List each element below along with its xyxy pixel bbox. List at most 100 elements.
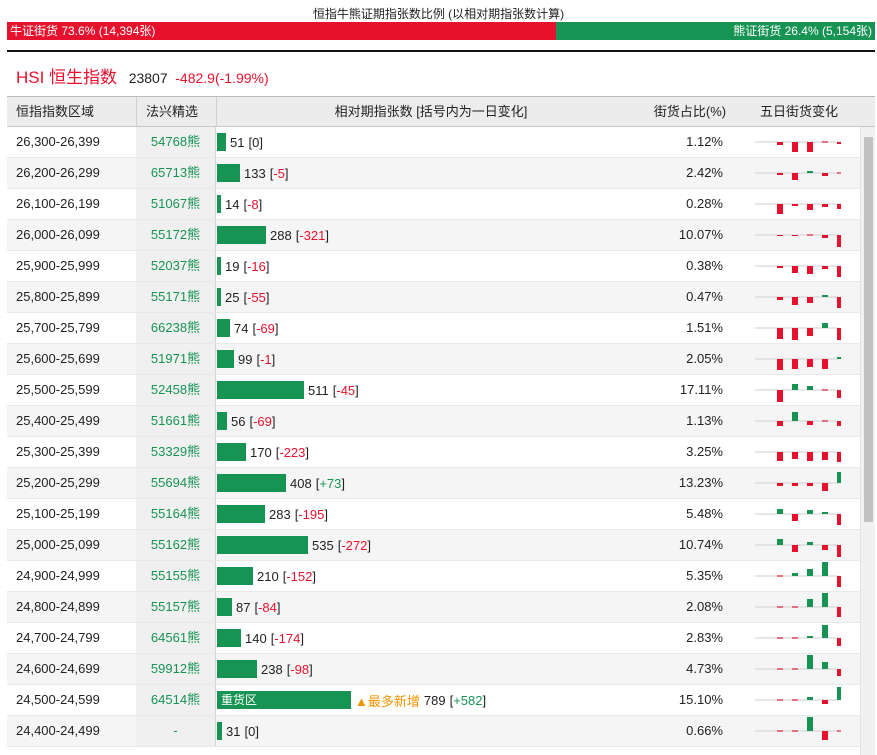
index-value: 23807 (128, 70, 168, 86)
table-row: 26,000-26,099 55172熊 288 [-321] 10.07% (7, 220, 860, 251)
warrant-code-link[interactable]: 59912熊 (136, 654, 216, 684)
trend-bar (837, 514, 841, 525)
trend-bar (777, 575, 783, 577)
count-bar (217, 412, 227, 430)
trend-bar (777, 539, 783, 545)
warrant-code-link[interactable]: 64514熊 (136, 685, 216, 715)
count-bar (217, 443, 246, 461)
change-value: -69 (256, 320, 275, 336)
range-cell: 25,800-25,899 (16, 289, 100, 304)
count-value: 74 (234, 320, 249, 336)
share-cell: 2.42% (686, 165, 723, 180)
scrollbar-thumb[interactable] (864, 137, 873, 522)
warrant-code-link[interactable]: 52037熊 (136, 251, 216, 281)
trend-bar (777, 699, 783, 701)
count-change: [-321] (295, 227, 329, 243)
trend-bar (822, 452, 828, 460)
trend-bar (822, 323, 828, 328)
trend-bar (807, 569, 813, 576)
warrant-code-link[interactable]: 55171熊 (136, 282, 216, 312)
range-cell: 26,200-26,299 (16, 165, 100, 180)
count-change: [-195] (294, 506, 328, 522)
trend-bar (792, 359, 798, 369)
warrant-code-link[interactable]: 65713熊 (136, 158, 216, 188)
count-value: 14 (225, 196, 240, 212)
trend-bar (837, 638, 841, 646)
trend-bar (822, 483, 828, 491)
trend-chart (755, 282, 855, 312)
table-row: 25,900-25,999 52037熊 19 [-16] 0.38% (7, 251, 860, 282)
trend-bar (822, 731, 828, 740)
count-cell: 133 [-5] (216, 158, 289, 188)
warrant-code-link[interactable]: 51971熊 (136, 344, 216, 374)
change-value: -16 (247, 258, 266, 274)
trend-bar (822, 266, 828, 269)
count-value: 511 (308, 382, 329, 398)
trend-bar (792, 699, 798, 701)
count-bar (217, 505, 265, 523)
count-value: 283 (269, 506, 291, 522)
trend-bar (822, 141, 828, 143)
count-cell: 210 [-152] (216, 561, 316, 591)
trend-bar (822, 593, 828, 607)
change-value: -8 (247, 196, 259, 212)
count-bar (217, 381, 304, 399)
range-cell: 24,600-24,699 (16, 661, 100, 676)
change-value: -55 (247, 289, 266, 305)
change-value: 0 (252, 134, 260, 150)
trend-bar (837, 357, 841, 359)
trend-bar (807, 359, 813, 367)
range-cell: 25,700-25,799 (16, 320, 100, 335)
count-bar: 重货区 (217, 691, 351, 709)
warrant-code-link[interactable]: 53329熊 (136, 437, 216, 467)
count-value: 288 (270, 227, 292, 243)
warrant-code-link[interactable]: 51661熊 (136, 406, 216, 436)
warrant-code-link[interactable]: 55164熊 (136, 499, 216, 529)
count-change: [-8] (243, 196, 263, 212)
trend-bar (792, 483, 798, 486)
share-cell: 0.47% (686, 289, 723, 304)
trend-bar (792, 452, 798, 459)
count-cell: 283 [-195] (216, 499, 328, 529)
table-row: 24,800-24,899 55157熊 87 [-84] 2.08% (7, 592, 860, 623)
trend-bar (777, 730, 783, 732)
warrant-code-link[interactable]: 55162熊 (136, 530, 216, 560)
count-change: [-84] (254, 599, 281, 615)
warrant-code-link[interactable]: - (136, 716, 216, 746)
warrant-code-link[interactable]: 51067熊 (136, 189, 216, 219)
warrant-code-link[interactable]: 55155熊 (136, 561, 216, 591)
change-value: -1 (260, 351, 272, 367)
trend-bar (792, 730, 798, 732)
trend-bar (792, 384, 798, 390)
warrant-code-link[interactable]: 55157熊 (136, 592, 216, 622)
change-value: -321 (299, 227, 326, 243)
trend-bar (777, 483, 783, 486)
table-row: 26,300-26,399 54768熊 51 [0] 1.12% (7, 127, 860, 158)
bar-label: 重货区 (221, 693, 258, 707)
scrollbar[interactable] (860, 127, 875, 755)
range-cell: 26,100-26,199 (16, 196, 100, 211)
share-cell: 2.83% (686, 630, 723, 645)
index-change: -482.9(-1.99%) (175, 70, 269, 86)
trend-bar (807, 421, 813, 425)
count-cell: 51 [0] (216, 127, 263, 157)
trend-bar (807, 697, 813, 700)
table-row: 25,600-25,699 51971熊 99 [-1] 2.05% (7, 344, 860, 375)
trend-bar (837, 687, 841, 700)
warrant-code-link[interactable]: 54768熊 (136, 127, 216, 157)
count-value: 56 (231, 413, 246, 429)
count-change: [-5] (269, 165, 289, 181)
trend-chart (755, 344, 855, 374)
count-cell: 31 [0] (216, 716, 259, 746)
warrant-code-link[interactable]: 55172熊 (136, 220, 216, 250)
count-bar (217, 474, 286, 492)
trend-sparkbars (755, 412, 841, 426)
count-cell: 408 [+73] (216, 468, 345, 498)
warrant-code-link[interactable]: 55694熊 (136, 468, 216, 498)
trend-chart (755, 251, 855, 281)
warrant-code-link[interactable]: 52458熊 (136, 375, 216, 405)
warrant-code-link[interactable]: 64561熊 (136, 623, 216, 653)
trend-bar (822, 295, 828, 297)
trend-bar (837, 576, 841, 587)
warrant-code-link[interactable]: 66238熊 (136, 313, 216, 343)
